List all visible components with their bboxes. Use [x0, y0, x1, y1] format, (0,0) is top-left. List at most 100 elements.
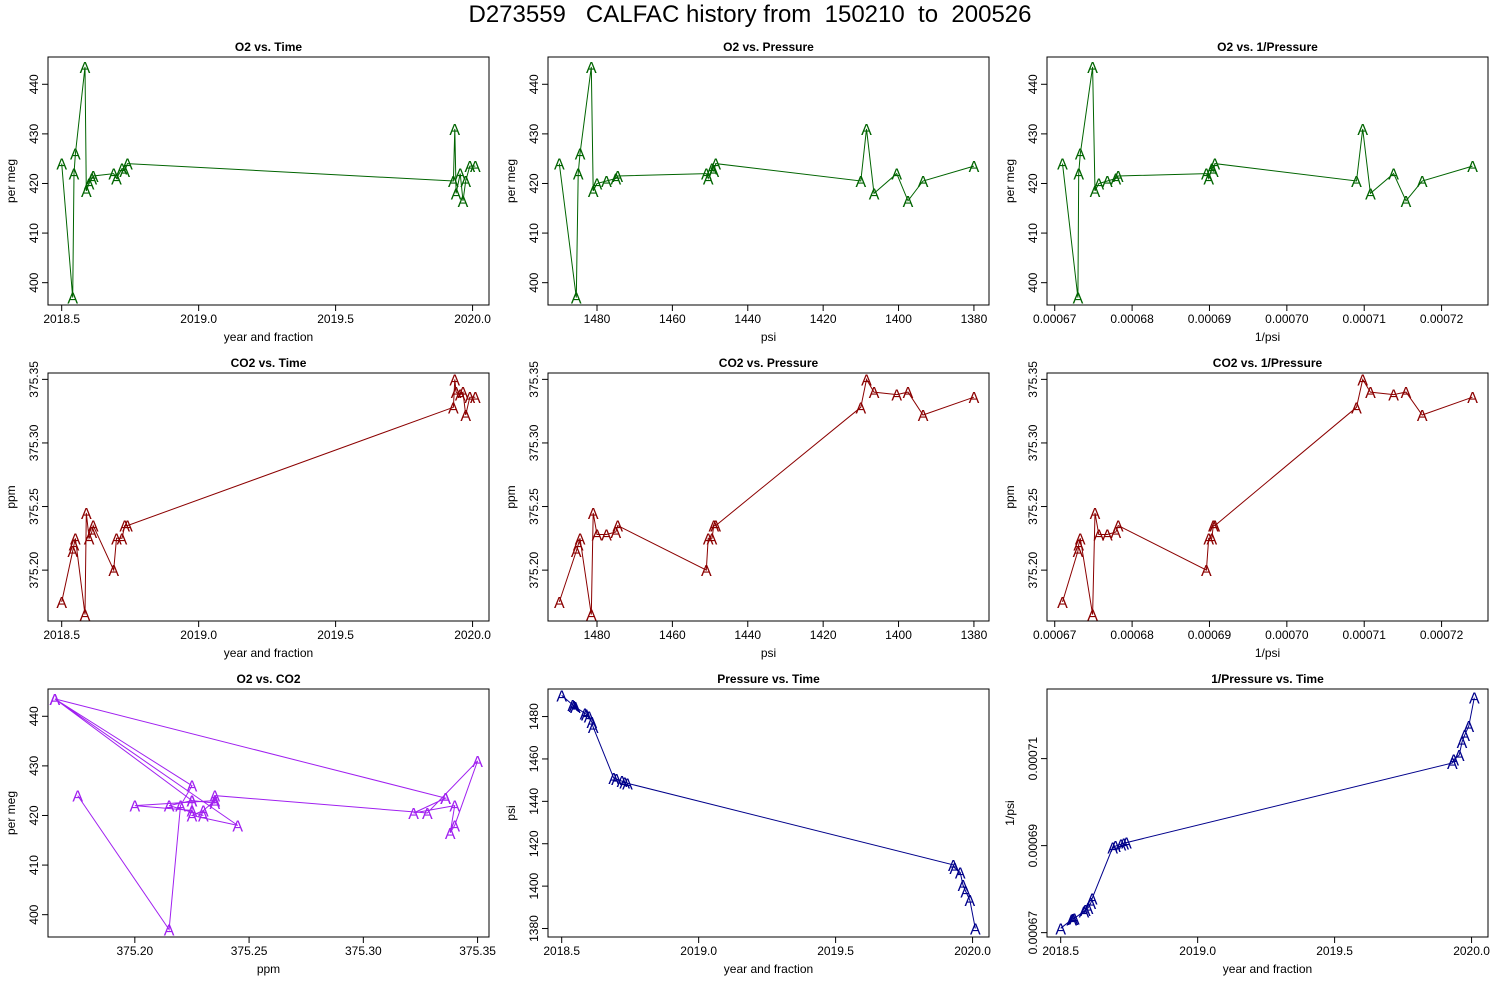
o2-pressure-x-tick-label: 1440 — [734, 312, 761, 326]
o2-pressure-point: A — [592, 176, 603, 193]
invpressure-time-x-axis-label: year and fraction — [1223, 962, 1312, 976]
o2-co2-y-tick-label: 400 — [27, 904, 41, 924]
o2-time-series-line — [61, 66, 476, 298]
co2-pressure-point: A — [710, 519, 721, 536]
o2-time-title: O2 vs. Time — [235, 40, 302, 54]
co2-time-point: A — [84, 531, 95, 548]
o2-co2-point: A — [187, 804, 198, 821]
co2-invpressure-x-tick-label: 0.00068 — [1110, 628, 1154, 642]
o2-invpressure-point: A — [1073, 167, 1084, 184]
o2-co2-point: A — [198, 808, 209, 825]
co2-invpressure-point: A — [1111, 525, 1122, 542]
o2-co2-title: O2 vs. CO2 — [236, 672, 300, 686]
co2-time-point: A — [69, 538, 80, 555]
o2-co2-x-tick-label: 375.25 — [231, 944, 268, 958]
invpressure-time-point: A — [1116, 837, 1127, 854]
o2-pressure-x-tick-label: 1400 — [885, 312, 912, 326]
o2-invpressure-y-tick-label: 420 — [1026, 173, 1040, 193]
o2-invpressure-point: A — [1075, 147, 1086, 164]
co2-pressure-title: CO2 vs. Pressure — [719, 356, 819, 370]
o2-pressure-y-tick-label: 410 — [527, 223, 541, 243]
co2-pressure-y-tick-label: 375.30 — [527, 424, 541, 461]
o2-co2-point: A — [187, 794, 198, 811]
o2-pressure-y-tick-label: 400 — [527, 272, 541, 292]
co2-pressure-point: A — [707, 531, 718, 548]
co2-pressure-y-tick-label: 375.20 — [527, 551, 541, 588]
o2-invpressure-y-tick-label: 400 — [1026, 272, 1040, 292]
co2-time-y-tick-label: 375.25 — [27, 488, 41, 525]
co2-pressure-point: A — [703, 531, 714, 548]
o2-invpressure-point: A — [1357, 122, 1368, 139]
co2-pressure-plot-frame — [547, 372, 990, 622]
co2-pressure-y-tick-label: 375.25 — [527, 488, 541, 525]
o2-co2-point: A — [408, 806, 419, 823]
co2-pressure-point: A — [891, 388, 902, 405]
invpressure-time-point: A — [1066, 913, 1077, 930]
pressure-time-title: Pressure vs. Time — [717, 672, 820, 686]
o2-pressure-point: A — [903, 194, 914, 211]
co2-invpressure-y-tick-label: 375.20 — [1026, 551, 1040, 588]
co2-invpressure-point: A — [1201, 563, 1212, 580]
co2-time-y-axis-label: ppm — [4, 485, 18, 508]
co2-pressure-series-line — [558, 378, 975, 615]
o2-time-y-tick-label: 430 — [27, 124, 41, 144]
invpressure-time-point: A — [1447, 756, 1458, 773]
co2-invpressure-x-tick-label: 0.00069 — [1188, 628, 1232, 642]
o2-co2-point: A — [449, 799, 460, 816]
co2-invpressure-y-tick-label: 375.25 — [1026, 488, 1040, 525]
co2-pressure-x-tick-label: 1480 — [584, 628, 611, 642]
o2-invpressure-point: A — [1087, 60, 1098, 77]
co2-time-point: A — [67, 544, 78, 561]
o2-time-y-tick-label: 400 — [27, 272, 41, 292]
o2-time-point: A — [111, 172, 122, 189]
co2-time-x-tick-label: 2020.0 — [454, 628, 491, 642]
o2-invpressure-x-tick-label: 0.00068 — [1110, 312, 1154, 326]
o2-time-x-tick-label: 2020.0 — [454, 312, 491, 326]
o2-pressure-point: A — [707, 162, 718, 179]
co2-pressure-point: A — [861, 372, 872, 389]
invpressure-time-point: A — [1068, 912, 1079, 929]
invpressure-time-y-tick-label: 0.00069 — [1026, 824, 1040, 868]
o2-pressure-y-tick-label: 440 — [527, 74, 541, 94]
co2-time-plot-frame — [47, 372, 490, 622]
o2-pressure-point: A — [612, 169, 623, 186]
pressure-time-point: A — [570, 700, 581, 717]
o2-invpressure-x-tick-label: 0.00071 — [1343, 312, 1387, 326]
pressure-time-point: A — [949, 861, 960, 878]
co2-invpressure-point: A — [1113, 519, 1124, 536]
pressure-time-point: A — [964, 893, 975, 910]
o2-invpressure-point: A — [1203, 172, 1214, 189]
o2-pressure-x-axis-label: psi — [761, 330, 776, 344]
o2-pressure-point: A — [709, 164, 720, 181]
o2-time-point: A — [448, 174, 459, 191]
invpressure-time-point: A — [1454, 748, 1465, 765]
pressure-time-point: A — [619, 775, 630, 792]
pressure-time-y-tick-label: 1460 — [527, 745, 541, 772]
o2-pressure-point: A — [571, 291, 582, 308]
co2-pressure-x-axis-label: psi — [761, 646, 776, 660]
co2-time-point: A — [464, 390, 475, 407]
o2-co2-point: A — [445, 826, 456, 843]
pressure-time-point: A — [611, 772, 622, 789]
co2-pressure-point: A — [869, 385, 880, 402]
o2-co2-point: A — [72, 789, 83, 806]
co2-time-point: A — [458, 385, 469, 402]
o2-invpressure-x-tick-label: 0.00067 — [1033, 312, 1077, 326]
invpressure-time-point: A — [1121, 836, 1132, 853]
o2-time-point: A — [455, 167, 466, 184]
o2-pressure-point: A — [918, 174, 929, 191]
invpressure-time-point: A — [1083, 901, 1094, 918]
o2-time-point: A — [70, 147, 81, 164]
o2-co2-point: A — [198, 804, 209, 821]
co2-time-point: A — [122, 519, 133, 536]
co2-pressure-point: A — [611, 525, 622, 542]
o2-time-point: A — [81, 184, 92, 201]
co2-time-point: A — [88, 519, 99, 536]
pressure-time-x-axis-label: year and fraction — [724, 962, 813, 976]
o2-pressure-point: A — [601, 174, 612, 191]
co2-pressure-point: A — [612, 519, 623, 536]
o2-pressure-point: A — [856, 174, 867, 191]
pressure-time-x-tick-label: 2019.0 — [680, 944, 717, 958]
o2-invpressure-y-tick-label: 430 — [1026, 124, 1040, 144]
